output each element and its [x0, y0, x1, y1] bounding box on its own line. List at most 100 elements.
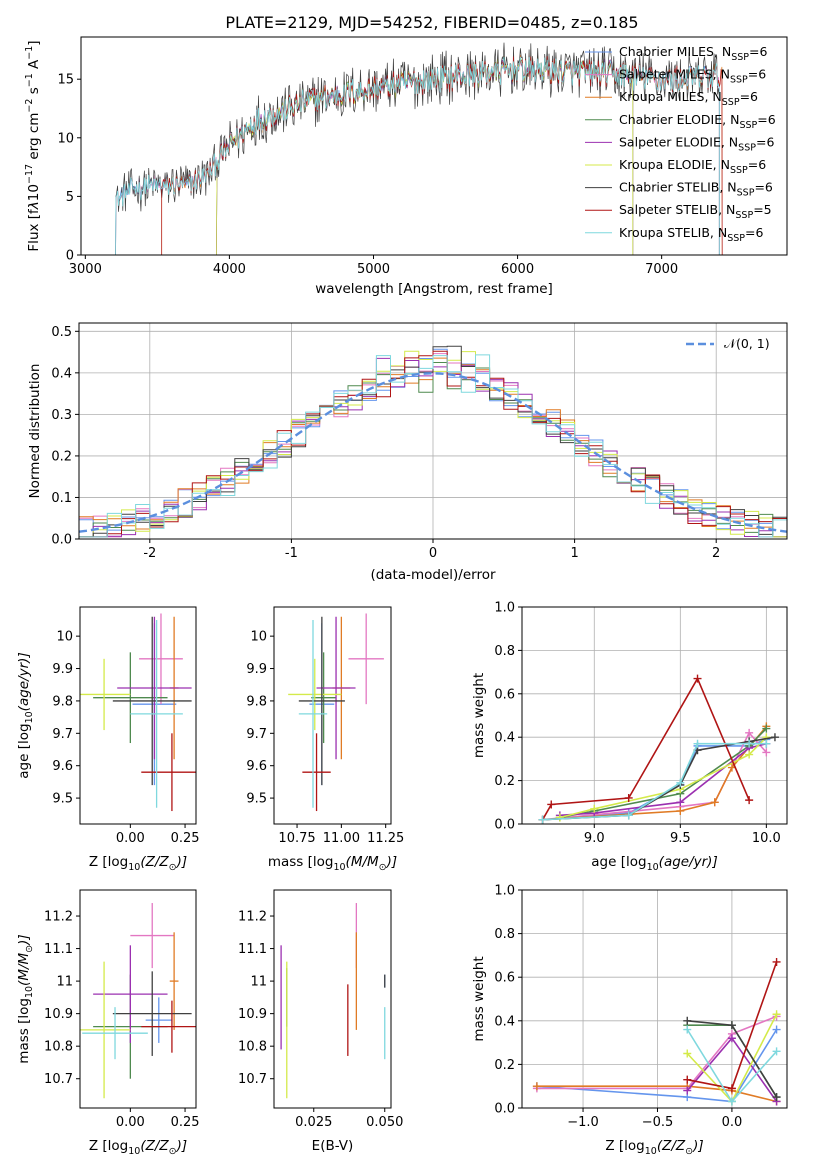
errorbars — [80, 903, 196, 1099]
data-point-marker — [772, 1025, 781, 1034]
data-point-marker — [624, 811, 633, 820]
y-tick-label: 0.2 — [51, 449, 72, 464]
legend-label: Chabrier MILES, NSSP=6 — [619, 44, 768, 63]
age-vs-mass-frame — [273, 606, 392, 825]
x-tick-label: 6000 — [501, 262, 534, 277]
x-tick-label: 9.5 — [670, 831, 691, 846]
data-point-marker — [762, 739, 771, 748]
y-tick-label: 0.4 — [51, 366, 72, 381]
errorbar-kroupa-stelib — [130, 619, 183, 808]
data-point-marker — [676, 778, 685, 787]
y-tick-label: 10.7 — [238, 1072, 267, 1087]
y-tick-label: 0 — [66, 249, 74, 264]
errorbars — [288, 613, 384, 812]
y-tick-label: 10 — [250, 630, 267, 645]
series-chabrier-stelib — [683, 1016, 781, 1102]
data-point-marker — [745, 796, 754, 805]
age-vs-Z-y-label: age [log10(age/yr)] — [16, 652, 35, 778]
data-point-marker — [683, 1016, 692, 1025]
y-tick-label: 10.7 — [44, 1072, 73, 1087]
y-tick-label: 0.4 — [494, 1014, 515, 1029]
age-vs-Z-frame — [79, 606, 197, 825]
figure-title: PLATE=2129, MJD=54252, FIBERID=0485, z=0… — [225, 13, 638, 32]
series-salpeter-elodie — [555, 739, 771, 820]
series-salpeter-elodie — [683, 1034, 781, 1106]
series-salpeter-stelib — [683, 957, 781, 1093]
y-tick-label: 0.8 — [494, 927, 515, 942]
y-tick-label: 0.5 — [51, 325, 72, 340]
mass-weight-vs-age-frame — [521, 606, 788, 825]
legend-label: Salpeter STELIB, NSSP=5 — [619, 202, 772, 221]
age-vs-Z-x-label: Z [log10(Z/Z⊙)] — [89, 854, 187, 873]
y-tick-label: 10.8 — [44, 1040, 73, 1055]
errorbars — [80, 613, 196, 812]
x-tick-label: 10.75 — [278, 831, 315, 846]
errorbar-kroupa-stelib — [82, 1007, 148, 1060]
x-tick-label: 11.25 — [367, 831, 404, 846]
data-point-marker — [772, 1010, 781, 1019]
x-tick-label: 0.025 — [295, 1115, 332, 1130]
data-point-marker — [676, 798, 685, 807]
x-tick-label: 4000 — [213, 262, 246, 277]
y-tick-label: 9.7 — [52, 727, 73, 742]
y-tick-label: 11.1 — [238, 942, 267, 957]
y-tick-label: 0.8 — [494, 644, 515, 659]
errorbar-kroupa-elodie — [288, 658, 342, 731]
y-tick-label: 0.1 — [51, 491, 72, 506]
mass-vs-Z-frame — [79, 889, 197, 1109]
weight-lines — [538, 674, 779, 824]
spectrum-lines — [115, 42, 723, 255]
data-point-marker — [693, 674, 702, 683]
errorbar-chabrier-stelib — [112, 971, 192, 1056]
data-point-marker — [727, 1021, 736, 1030]
y-tick-label: 9.6 — [52, 759, 73, 774]
x-tick-label: 2 — [712, 546, 720, 561]
spectrum-series-kroupa-stelib — [115, 56, 720, 255]
histogram-series — [79, 345, 787, 538]
errorbar-salpeter-elodie — [316, 616, 356, 760]
data-point-marker — [727, 1034, 736, 1043]
histogram-frame — [78, 322, 788, 540]
y-tick-label: 0.0 — [494, 818, 515, 833]
y-tick-label: 9.7 — [246, 727, 267, 742]
x-tick-label: 0 — [429, 546, 437, 561]
data-point-marker — [683, 1049, 692, 1058]
errorbar-chabrier-miles — [145, 997, 172, 1043]
spectrum-y-label: Flux [fλ10−17 erg cm−2 s−1 A−1] — [24, 40, 42, 251]
x-tick-label: −0.5 — [642, 1115, 674, 1130]
y-tick-label: 0.6 — [494, 687, 515, 702]
legend-label: Kroupa STELIB, NSSP=6 — [619, 225, 763, 244]
data-point-marker — [772, 1093, 781, 1102]
mass-weight-vs-age-x-label: age [log10(age/yr)] — [591, 854, 717, 873]
y-tick-label: 0.0 — [51, 533, 72, 548]
errorbar-salpeter-miles — [348, 613, 384, 705]
age-vs-mass-x-label: mass [log10(M/M⊙)] — [268, 854, 397, 873]
series-kroupa-stelib — [683, 1025, 781, 1106]
y-tick-label: 10.8 — [238, 1040, 267, 1055]
spectrum-legend: Chabrier MILES, NSSP=6 Salpeter MILES, NS… — [585, 44, 776, 244]
data-point-marker — [772, 1047, 781, 1056]
y-tick-label: 9.6 — [246, 759, 267, 774]
y-tick-label: 9.9 — [52, 662, 73, 677]
spectrum-x-label: wavelength [Angstrom, rest frame] — [315, 281, 553, 297]
axes-mass-vs-Z: 0.00 0.25 10.7 10.8 10.9 11 11.1 11.2 Z [log10(Z… — [16, 889, 200, 1157]
legend-label: 𝒩(0, 1) — [724, 336, 770, 351]
x-tick-label: 0.00 — [116, 1115, 145, 1130]
legend-label: Salpeter ELODIE, NSSP=6 — [619, 134, 774, 153]
errorbar-chabrier-stelib — [112, 616, 192, 786]
data-point-marker — [624, 793, 633, 802]
data-point-marker — [772, 957, 781, 966]
axes-age-vs-Z: 0.00 0.25 9.5 9.6 9.7 9.8 9.9 10 Z [log10(Z/Z⊙)]… — [16, 606, 200, 873]
errorbar-kroupa-miles — [169, 932, 179, 1030]
series-chabrier-miles — [538, 735, 771, 824]
y-tick-label: 0.2 — [494, 1058, 515, 1073]
errorbars — [280, 903, 386, 1099]
y-tick-label: 9.8 — [52, 694, 73, 709]
histogram-y-label: Normed distribution — [27, 364, 43, 499]
x-tick-label: 5000 — [357, 262, 390, 277]
axes-mass-weight-vs-Z: −1.0 −0.5 0.0 0.0 0.2 0.4 0.6 0.8 1.0 Z [log10(Z/… — [471, 884, 788, 1157]
y-tick-label: 10 — [57, 131, 74, 146]
x-tick-label: 1 — [570, 546, 578, 561]
axes-spectrum: 3000 4000 5000 6000 7000 0 5 10 15 Chabrier MILES… — [24, 36, 788, 297]
